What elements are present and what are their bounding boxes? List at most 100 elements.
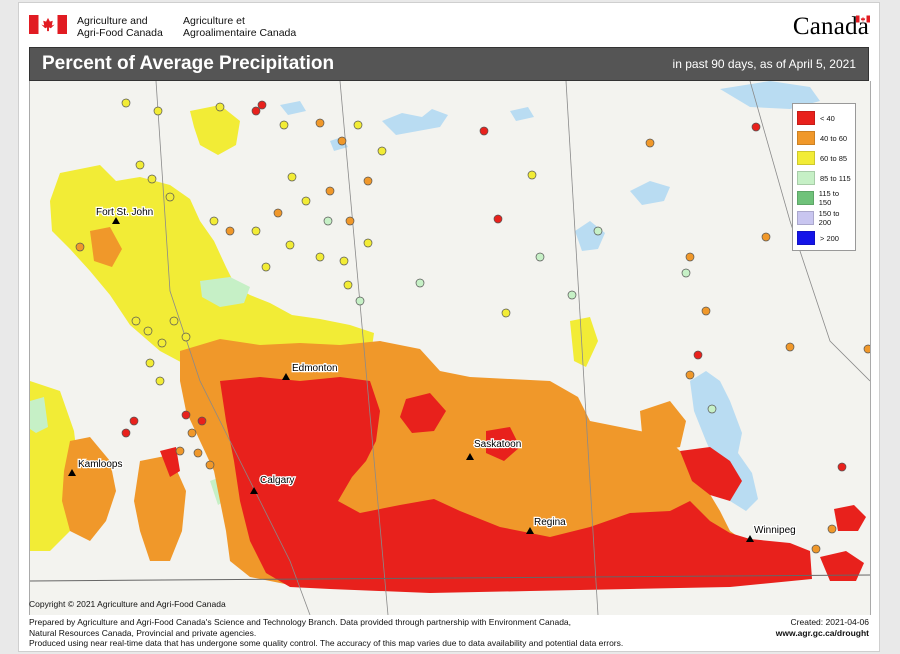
manitoba-ontario-border: [749, 81, 870, 382]
orange-bc-east: [134, 455, 186, 561]
legend-label: 85 to 115: [820, 173, 851, 183]
station-dot: [261, 262, 271, 272]
station-dot: [645, 138, 655, 148]
red-patch-bc: [160, 447, 180, 477]
red-patch-ontario-2: [820, 551, 864, 581]
station-dot: [593, 226, 603, 236]
station-dot: [681, 268, 691, 278]
station-dot: [193, 448, 203, 458]
city-regina: Regina: [526, 516, 567, 534]
orange-manitoba-west: [640, 401, 686, 451]
station-dot: [785, 342, 795, 352]
department-fr-line-2: Agroalimentaire Canada: [183, 27, 297, 39]
station-dot: [837, 462, 847, 472]
station-dot: [285, 240, 295, 250]
lake-athabasca: [382, 109, 448, 135]
footer-line-2: Natural Resources Canada, Provincial and…: [29, 627, 257, 638]
station-dot: [145, 358, 155, 368]
city-marker-icon: [282, 373, 290, 380]
station-dot: [339, 256, 349, 266]
station-dot: [135, 160, 145, 170]
copyright-text: Copyright © 2021 Agriculture and Agri-Fo…: [29, 599, 226, 609]
footer-line-3: Produced using near real-time data that …: [29, 638, 624, 648]
city-marker-icon: [250, 487, 258, 494]
station-dot: [315, 118, 325, 128]
station-dot: [479, 126, 489, 136]
lake-small-1: [280, 101, 306, 115]
station-dot: [143, 326, 153, 336]
station-dot: [155, 376, 165, 386]
footer-notes: Prepared by Agriculture and Agri-Food Ca…: [29, 617, 869, 649]
station-dot: [153, 106, 163, 116]
map-title-bar: Percent of Average Precipitation in past…: [29, 47, 869, 81]
station-dot: [345, 216, 355, 226]
legend-row: > 200: [797, 228, 851, 248]
city-marker-icon: [466, 453, 474, 460]
station-dot: [215, 102, 225, 112]
legend-row: 60 to 85: [797, 148, 851, 168]
station-dot: [147, 174, 157, 184]
station-dot: [353, 120, 363, 130]
city-winnipeg: Winnipeg: [746, 524, 797, 542]
station-dot: [363, 176, 373, 186]
station-dot: [165, 192, 175, 202]
station-dot: [169, 316, 179, 326]
department-en-line-2: Agri-Food Canada: [77, 27, 163, 39]
station-dot: [279, 120, 289, 130]
station-dot: [121, 428, 131, 438]
legend-swatch: [797, 151, 815, 165]
station-dot: [273, 208, 283, 218]
station-dot: [301, 196, 311, 206]
station-dot: [415, 278, 425, 288]
zone-lt-40: [160, 377, 866, 593]
map-subtitle: in past 90 days, as of April 5, 2021: [672, 57, 856, 71]
orange-fort-st-john: [90, 227, 122, 267]
yellow-patch-sask: [570, 317, 598, 367]
station-dots: [75, 98, 870, 554]
city-label-edmonton: Edmonton: [292, 363, 338, 374]
legend-label: < 40: [820, 113, 835, 123]
source-url-text[interactable]: www.agr.gc.ca/drought: [775, 628, 869, 638]
station-dot: [685, 370, 695, 380]
legend-label: 40 to 60: [820, 133, 848, 143]
station-dot: [181, 332, 191, 342]
city-markers: Fort St. John Edmonton Saskatoon Kamloop…: [68, 206, 797, 542]
city-label-kamloops: Kamloops: [78, 459, 122, 470]
station-dot: [181, 410, 191, 420]
station-dot: [175, 446, 185, 456]
city-marker-icon: [68, 469, 76, 476]
station-dot: [129, 416, 139, 426]
alberta-saskatchewan-border: [339, 81, 389, 615]
station-dot: [811, 544, 821, 554]
red-patch-manitoba: [680, 447, 742, 501]
legend-label: 150 to 200: [818, 209, 840, 227]
station-dot: [701, 306, 711, 316]
station-dot: [707, 404, 717, 414]
station-dot: [685, 252, 695, 262]
created-date: Created: 2021-04-06: [790, 617, 869, 627]
green-patch-2: [30, 397, 48, 433]
department-fr-line-1: Agriculture et: [183, 15, 245, 27]
legend-label: > 200: [820, 233, 839, 243]
station-dot: [251, 106, 261, 116]
map-title: Percent of Average Precipitation: [42, 53, 335, 74]
legend-swatch: [797, 131, 815, 145]
station-dot: [251, 226, 261, 236]
station-dot: [827, 524, 837, 534]
station-dot: [187, 428, 197, 438]
station-dot: [325, 186, 335, 196]
city-calgary: Calgary: [250, 474, 296, 494]
station-dot: [197, 416, 207, 426]
station-dot: [315, 252, 325, 262]
station-dot: [287, 172, 297, 182]
source-url[interactable]: www.agr.gc.ca/drought: [776, 628, 869, 639]
lake-small-3: [510, 107, 534, 121]
city-kamloops: Kamloops: [68, 458, 124, 476]
department-en-line-1: Agriculture and: [77, 15, 148, 27]
station-dot: [121, 98, 131, 108]
red-patch-ontario-1: [834, 505, 866, 531]
header: Agriculture and Agri-Food Canada Agricul…: [19, 3, 879, 47]
city-label-saskatoon: Saskatoon: [474, 439, 521, 450]
city-marker-icon: [526, 527, 534, 534]
legend-row: 40 to 60: [797, 128, 851, 148]
